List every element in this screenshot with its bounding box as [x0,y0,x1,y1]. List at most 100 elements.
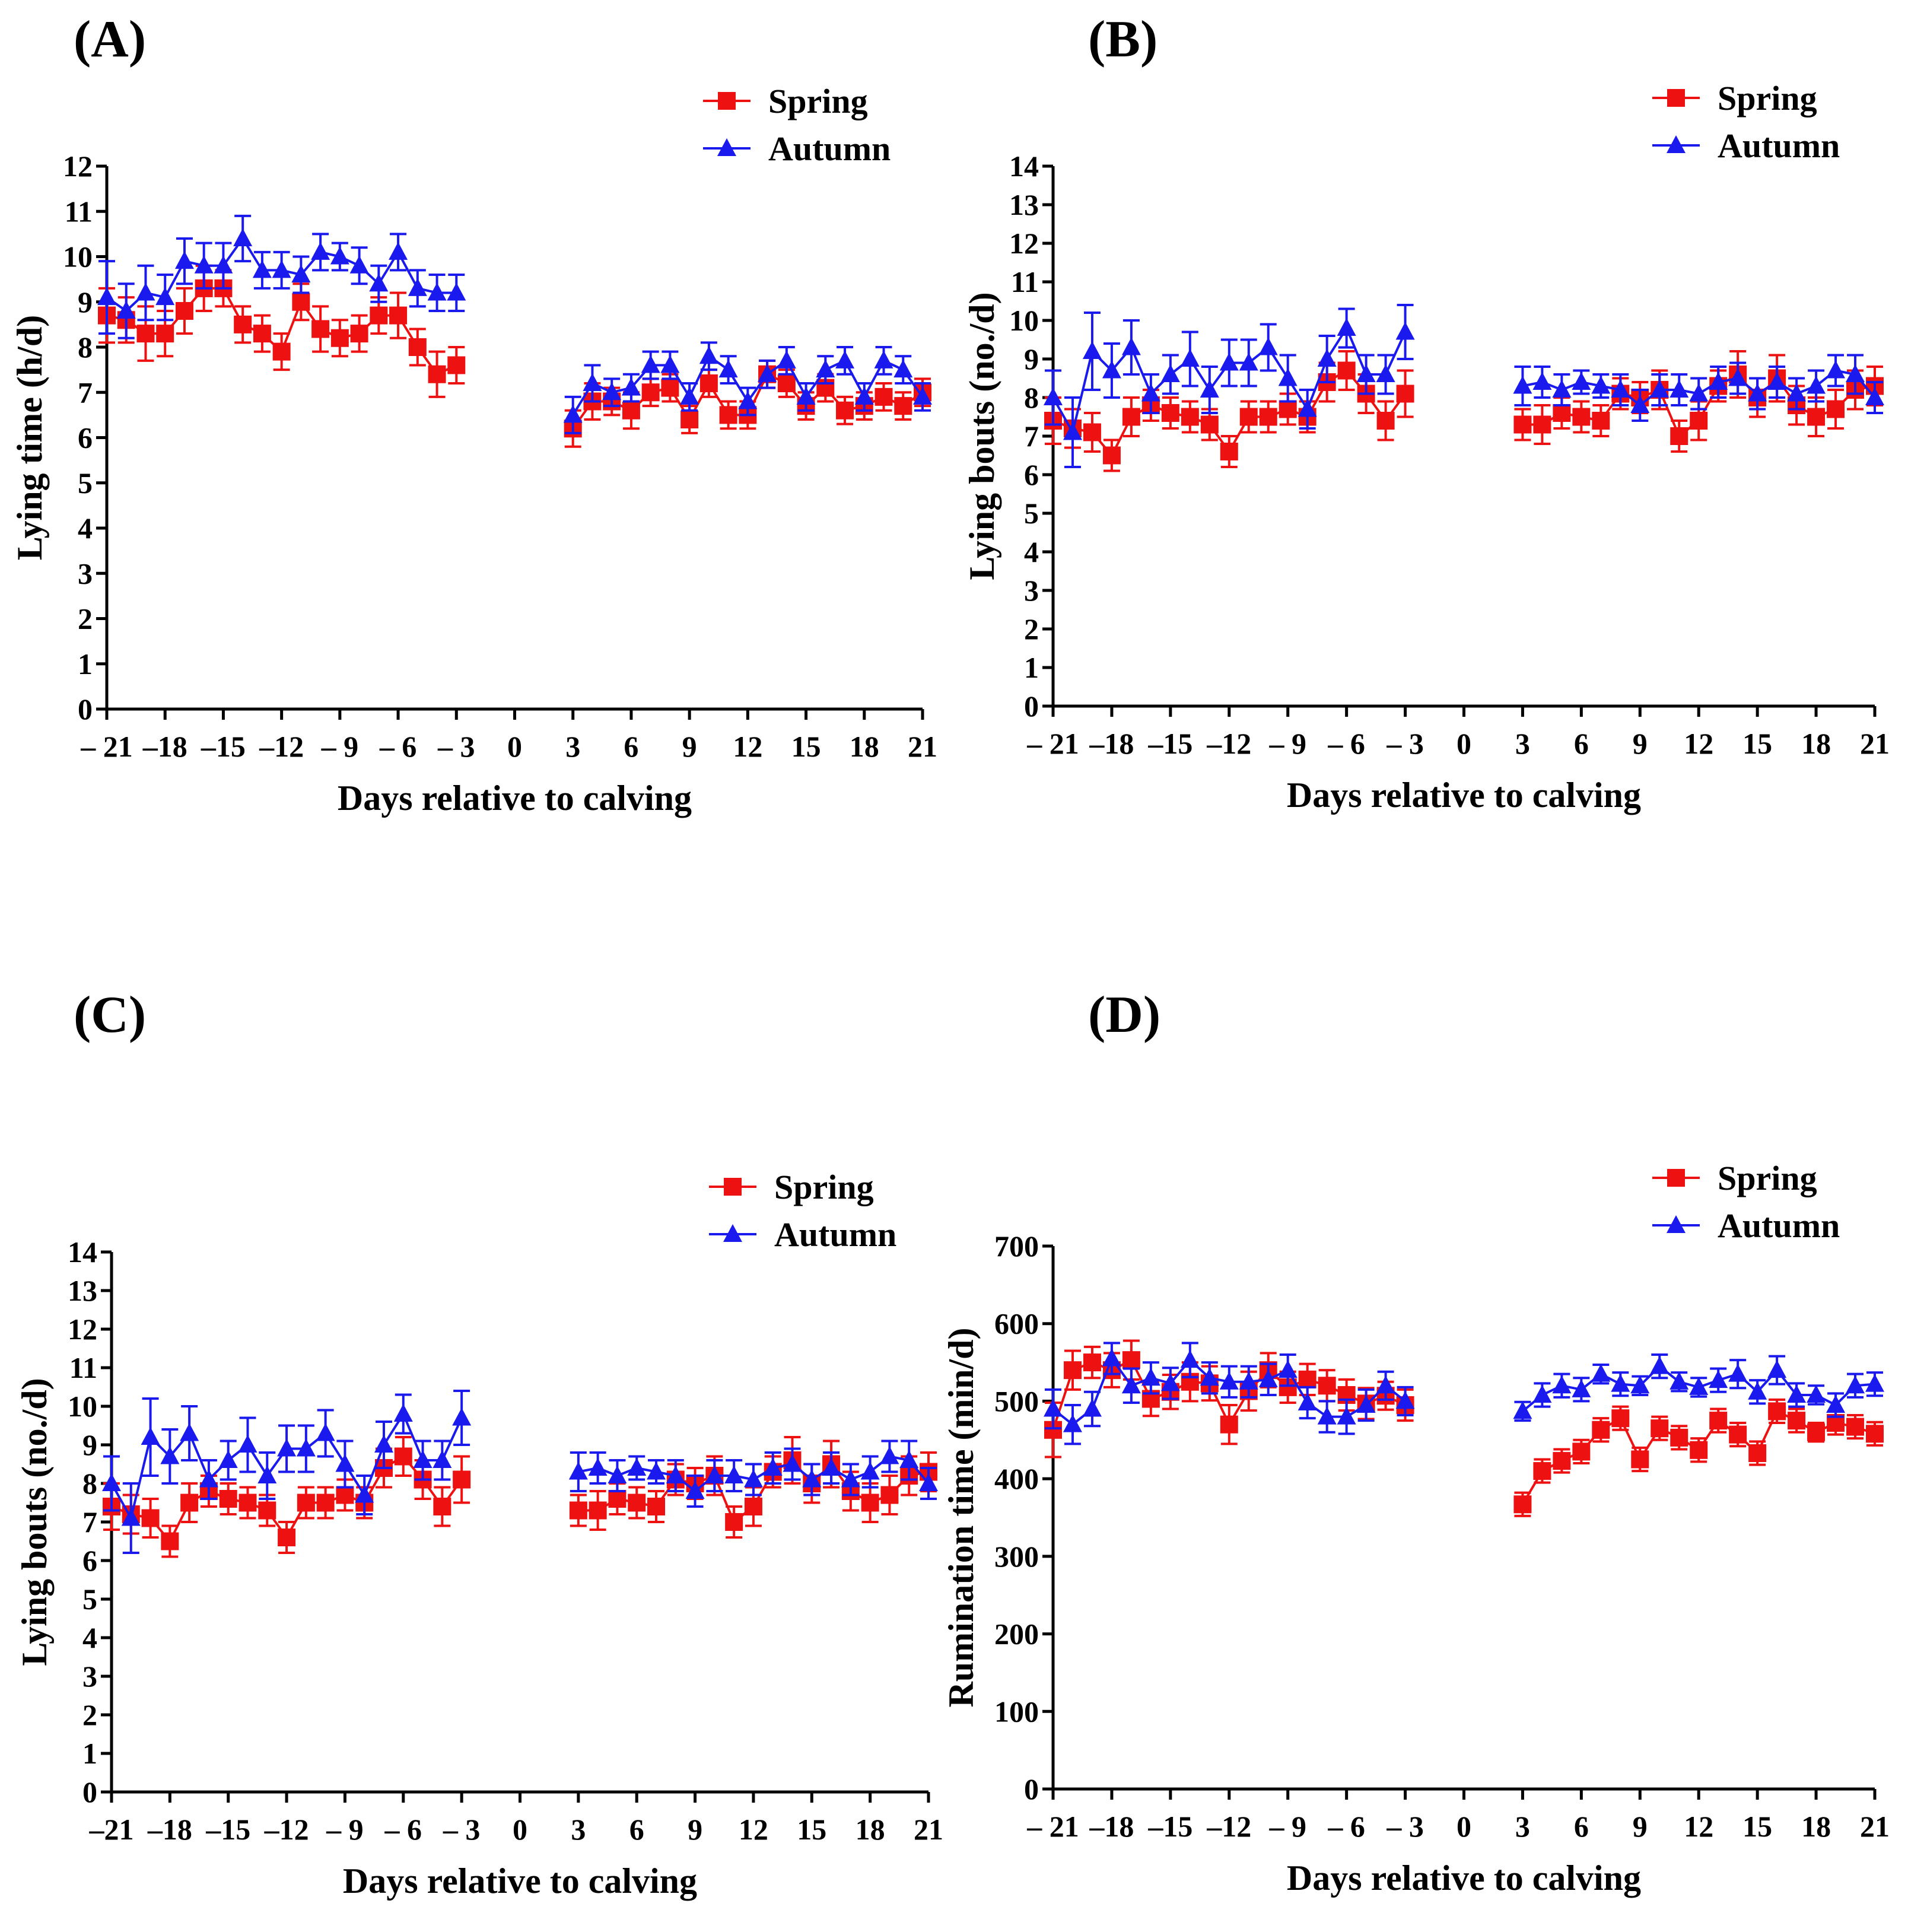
autumn-point-d [1807,1384,1826,1403]
spring-point-a [641,383,660,402]
spring-point-a [272,342,291,361]
autumn-point-a [408,278,427,296]
spring-point-a [311,320,330,338]
autumn-point-c [608,1466,627,1483]
spring-point-c [647,1498,665,1515]
spring-point-d [1670,1428,1688,1447]
x-tick-label-a: – 9 [321,730,359,763]
autumn-point-a [214,255,233,274]
autumn-point-b [1591,376,1611,394]
autumn-point-a [252,260,272,278]
autumn-point-a [389,242,408,260]
autumn-point-a [718,360,738,378]
spring-point-d [1768,1402,1786,1421]
autumn-point-c [647,1461,666,1480]
spring-point-d [1709,1412,1728,1430]
legend-autumn-label-d: Autumn [1718,1206,1840,1245]
spring-point-b [1200,415,1219,434]
autumn-point-b [1513,376,1532,394]
spring-point-a [389,306,408,325]
autumn-point-d [1239,1371,1258,1390]
y-tick-label-a: 9 [78,285,93,319]
autumn-point-c [743,1469,763,1488]
autumn-point-c [588,1458,608,1476]
autumn-point-b [1063,422,1082,440]
autumn-point-a [369,274,389,292]
autumn-point-c [160,1446,180,1464]
autumn-point-c [335,1454,355,1472]
autumn-point-c [199,1469,218,1488]
spring-point-c [744,1498,762,1515]
autumn-point-a [447,282,466,301]
x-tick-label-b: – 21 [1026,727,1079,760]
y-tick-label-c: 7 [82,1505,97,1539]
spring-point-b [1083,423,1101,441]
autumn-point-a [777,350,796,368]
spring-point-b [1220,443,1238,460]
spring-point-a [680,411,699,428]
x-tick-label-d: 3 [1515,1810,1530,1843]
autumn-point-d [1787,1384,1807,1403]
spring-point-d [1690,1441,1708,1459]
autumn-point-b [1826,360,1846,379]
spring-point-b [1122,408,1140,426]
y-tick-label-a: 2 [78,602,93,635]
panel-label-c: (C) [74,986,147,1044]
spring-point-c [258,1501,276,1520]
autumn-point-d [1552,1375,1572,1394]
legend-spring-label-d: Spring [1718,1159,1817,1197]
y-tick-label-d: 400 [994,1462,1039,1495]
spring-point-d [1631,1450,1649,1469]
spring-point-a [874,387,893,406]
x-tick-label-d: –18 [1089,1810,1134,1843]
y-tick-label-c: 10 [68,1390,97,1423]
y-tick-label-b: 4 [1024,535,1039,568]
y-tick-label-d: 600 [994,1307,1039,1340]
y-tick-label-b: 10 [1009,304,1039,337]
autumn-point-a [136,282,155,301]
x-axis-title-d: Days relative to calving [1287,1858,1641,1898]
autumn-point-d [1160,1373,1180,1391]
autumn-point-b [1200,380,1219,398]
spring-point-b [1102,446,1121,465]
autumn-point-a [349,255,369,274]
x-tick-label-c: –18 [147,1813,192,1846]
spring-point-a [292,293,310,311]
autumn-point-a [97,287,116,306]
legend-spring-marker-a [718,92,736,110]
autumn-point-b [1239,352,1258,371]
autumn-point-c [141,1427,160,1445]
y-axis-title-a: Lying time (h/d) [10,315,49,560]
spring-point-d [1592,1421,1610,1439]
y-axis-title-c: Lying bouts (no./d) [15,1378,54,1666]
x-tick-label-a: –12 [259,730,304,763]
x-tick-label-d: 0 [1457,1810,1471,1843]
x-tick-label-a: 3 [565,730,580,763]
x-tick-label-c: – 6 [384,1813,422,1846]
y-tick-label-b: 0 [1024,689,1039,723]
autumn-point-c [393,1404,413,1422]
autumn-point-d [1180,1350,1200,1368]
autumn-point-b [1630,395,1650,413]
x-tick-label-b: 3 [1515,727,1530,760]
legend-autumn-label-b: Autumn [1718,126,1840,165]
x-axis-title-b: Days relative to calving [1287,776,1641,815]
autumn-point-d [1865,1374,1884,1392]
autumn-point-b [1044,387,1063,405]
y-tick-label-c: 6 [82,1544,97,1577]
autumn-point-a [621,377,641,396]
legend-spring-label-a: Spring [768,82,868,120]
spring-point-d [1788,1412,1806,1430]
autumn-point-c [277,1438,297,1457]
spring-point-c [880,1486,899,1504]
autumn-point-b [1298,399,1317,417]
autumn-point-b [1102,360,1121,379]
spring-point-d [1533,1462,1551,1480]
spring-point-b [1279,400,1297,418]
x-tick-label-b: – 3 [1386,727,1424,760]
autumn-point-d [1200,1368,1219,1386]
autumn-point-a [913,386,932,405]
spring-point-b [1533,415,1551,434]
y-tick-label-b: 8 [1024,381,1039,414]
